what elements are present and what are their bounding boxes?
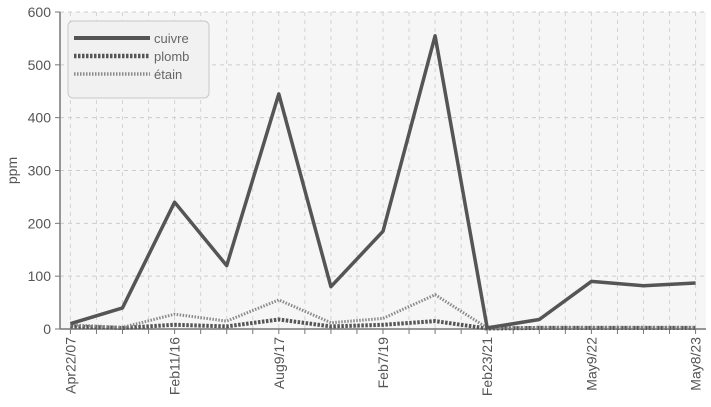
y-tick-label: 100 xyxy=(28,268,52,284)
legend-label-cuivre: cuivre xyxy=(154,31,189,46)
grid-lines xyxy=(60,11,706,330)
legend: cuivre plomb étain xyxy=(67,20,210,99)
series-line-plomb xyxy=(70,317,696,331)
legend-box xyxy=(67,20,210,99)
y-tick-label: 500 xyxy=(28,57,52,73)
y-tick-label: 0 xyxy=(43,321,51,337)
y-tick-label: 400 xyxy=(28,110,52,126)
x-tick-label: May8/23 xyxy=(688,337,704,391)
series-lines xyxy=(69,34,696,331)
series-line-cuivre xyxy=(69,34,696,330)
x-tick-label: Feb7/19 xyxy=(375,337,391,389)
x-tick-label: Feb11/16 xyxy=(167,337,183,395)
legend-label-plomb: plomb xyxy=(154,49,189,64)
axes: 0 100 200 300 400 500 600 Apr22/07 Feb11/16 Aug9/… xyxy=(4,4,706,396)
y-axis-title: ppm xyxy=(4,157,20,184)
x-tick-label: May9/22 xyxy=(583,337,599,391)
x-tick-label: Feb23/21 xyxy=(479,337,495,396)
x-tick-label: Apr22/07 xyxy=(62,337,78,394)
legend-label-étain: étain xyxy=(154,67,182,82)
y-tick-label: 200 xyxy=(28,215,52,231)
x-tick-label: Aug9/17 xyxy=(271,337,287,389)
y-tick-label: 600 xyxy=(28,4,52,20)
y-tick-label: 300 xyxy=(28,163,52,179)
series-line-étain xyxy=(70,293,696,330)
